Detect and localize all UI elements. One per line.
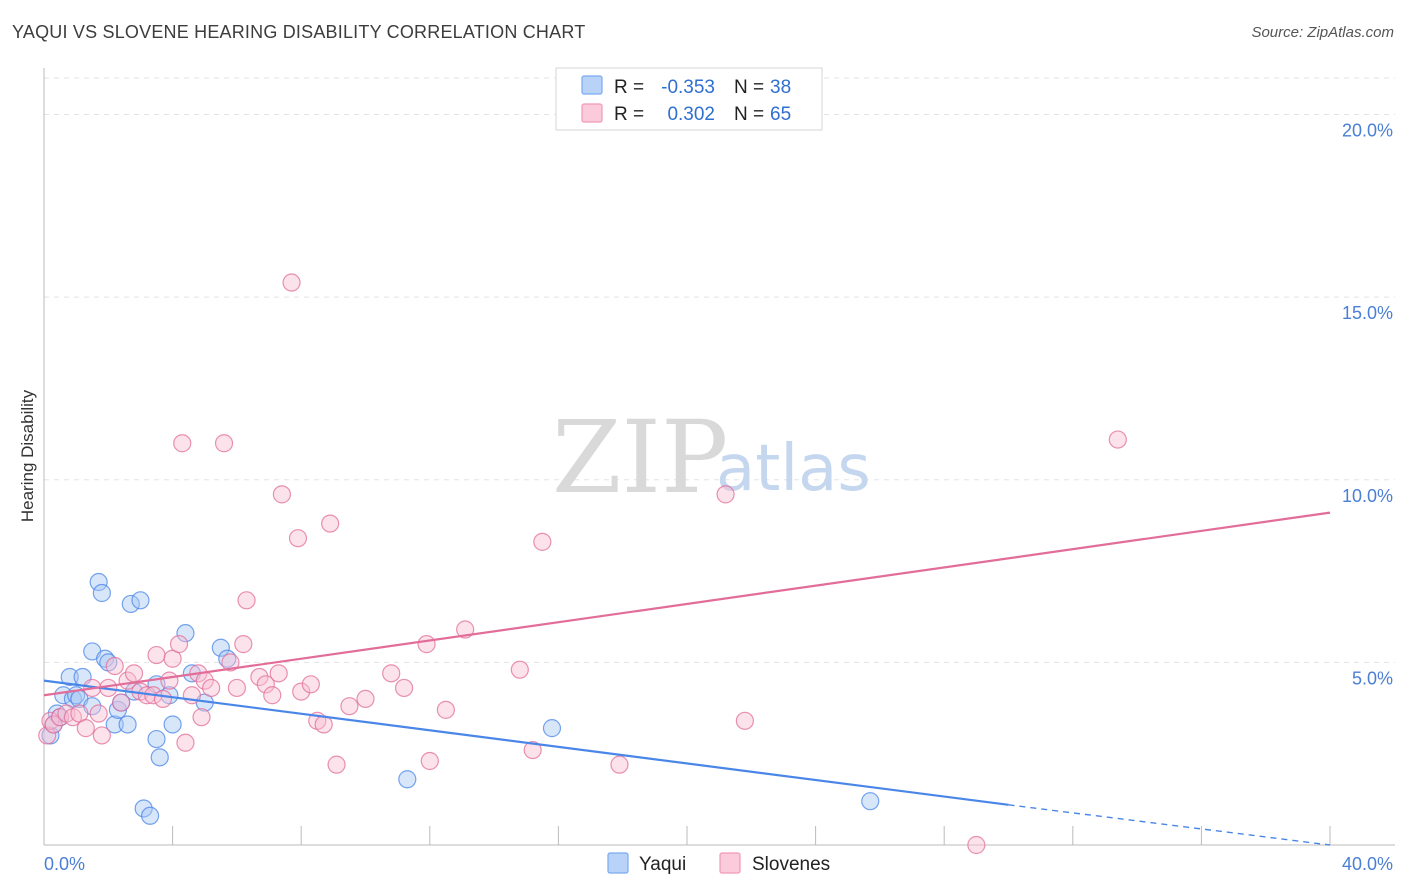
trend-line-yaqui: [43, 679, 1009, 806]
legend-swatch-slovenes: [581, 103, 603, 123]
legend-r-label-slovenes: R =: [614, 104, 644, 125]
trend-line-slovenes: [43, 511, 1331, 697]
legend-n-value-slovenes: 65: [770, 104, 791, 125]
point-yaqui: [398, 770, 417, 789]
point-yaqui: [140, 806, 160, 825]
legend-n-value-yaqui: 38: [770, 77, 791, 98]
point-slovenes: [256, 675, 275, 694]
trend-lines: [43, 511, 1331, 846]
point-slovenes: [234, 635, 253, 654]
legend-n-label-yaqui: N =: [734, 77, 764, 98]
point-yaqui: [131, 591, 150, 610]
point-slovenes: [76, 719, 95, 738]
point-yaqui: [92, 583, 111, 603]
point-slovenes: [214, 434, 234, 453]
point-slovenes: [356, 689, 375, 709]
y-tick-label: 20.0%: [1342, 121, 1393, 141]
legend-n-label-slovenes: N =: [734, 104, 764, 125]
legend-r-label-yaqui: R =: [614, 77, 644, 98]
point-slovenes: [340, 697, 359, 716]
point-yaqui: [542, 719, 562, 738]
point-slovenes: [160, 671, 179, 690]
point-yaqui: [861, 792, 880, 811]
point-slovenes: [227, 678, 246, 698]
point-slovenes: [967, 835, 986, 855]
y-tick-label: 15.0%: [1342, 303, 1393, 323]
series-legend: Yaqui Slovenes: [607, 852, 830, 875]
point-slovenes: [202, 678, 221, 698]
legend-r-value-yaqui: -0.353: [661, 77, 715, 98]
point-slovenes: [327, 755, 346, 774]
point-slovenes: [169, 635, 189, 654]
watermark: ZIP atlas: [552, 399, 871, 516]
point-slovenes: [420, 751, 439, 771]
point-slovenes: [112, 693, 131, 712]
point-yaqui: [105, 715, 124, 734]
point-slovenes: [272, 485, 292, 504]
point-slovenes: [436, 700, 455, 719]
point-slovenes: [105, 656, 124, 676]
point-slovenes: [250, 667, 269, 687]
legend-swatch-yaqui: [581, 75, 603, 95]
point-slovenes: [269, 664, 288, 683]
tick-labels: 5.0% 10.0% 15.0% 20.0% 0.0% 40.0%: [44, 121, 1393, 874]
y-axis-label: Hearing Disability: [18, 389, 37, 522]
point-slovenes: [394, 678, 414, 698]
point-slovenes: [716, 485, 735, 504]
series-legend-label-yaqui: Yaqui: [639, 854, 686, 875]
point-yaqui: [121, 594, 140, 614]
point-slovenes: [301, 675, 320, 694]
point-slovenes: [292, 682, 311, 701]
point-yaqui: [163, 715, 182, 734]
point-slovenes: [44, 715, 63, 734]
legend-r-value-slovenes: 0.302: [667, 104, 715, 125]
point-yaqui: [211, 638, 230, 657]
chart-source: Source: ZipAtlas.com: [1251, 24, 1394, 41]
y-tick-label: 5.0%: [1352, 668, 1393, 688]
y-tick-label: 10.0%: [1342, 486, 1393, 506]
trend-line-extension-yaqui: [1008, 804, 1331, 846]
point-slovenes: [263, 686, 282, 705]
chart-title: YAQUI VS SLOVENE HEARING DISABILITY CORR…: [12, 22, 586, 42]
point-slovenes: [523, 740, 542, 760]
series-legend-swatch-yaqui: [607, 852, 629, 874]
point-yaqui: [176, 624, 195, 643]
point-slovenes: [38, 726, 57, 745]
point-slovenes: [610, 755, 629, 774]
point-yaqui: [60, 667, 79, 687]
point-slovenes: [288, 529, 308, 548]
grid-lines: [44, 77, 1395, 663]
point-slovenes: [89, 704, 108, 723]
point-slovenes: [382, 664, 401, 683]
point-yaqui: [118, 715, 137, 734]
point-yaqui: [134, 799, 153, 818]
watermark-atlas: atlas: [716, 432, 871, 506]
point-slovenes: [124, 664, 144, 683]
point-slovenes: [173, 434, 192, 453]
point-slovenes: [282, 273, 301, 292]
point-slovenes: [417, 635, 436, 654]
point-slovenes: [321, 514, 340, 533]
point-slovenes: [147, 645, 166, 665]
point-yaqui: [150, 748, 169, 767]
point-slovenes: [735, 711, 754, 730]
legend: R = -0.353 N = 38 R = 0.302 N = 65: [555, 67, 823, 131]
point-slovenes: [510, 660, 529, 679]
x-tick-label: 0.0%: [44, 854, 85, 874]
series-legend-label-slovenes: Slovenes: [752, 854, 830, 875]
point-slovenes: [533, 532, 552, 551]
point-slovenes: [153, 689, 173, 709]
point-yaqui: [89, 572, 108, 592]
point-slovenes: [192, 708, 211, 727]
point-slovenes: [176, 733, 195, 752]
point-yaqui: [147, 729, 166, 749]
x-tick-label: 40.0%: [1342, 854, 1393, 874]
series-legend-swatch-slovenes: [719, 852, 741, 874]
point-slovenes: [1108, 430, 1127, 449]
watermark-zip: ZIP: [552, 399, 728, 516]
point-slovenes: [237, 591, 256, 610]
point-slovenes: [221, 653, 240, 672]
point-slovenes: [92, 726, 111, 745]
